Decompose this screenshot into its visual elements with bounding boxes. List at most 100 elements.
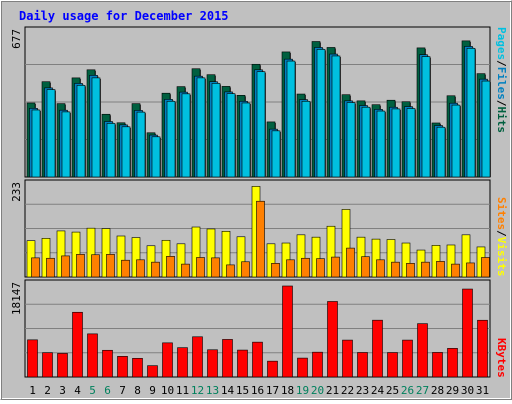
visits-bar-visits-day-13 bbox=[206, 228, 216, 278]
visits-bar-visits-day-11 bbox=[176, 243, 186, 278]
kbytes-bar-kbytes-day-11 bbox=[177, 347, 188, 378]
visits-bar-visits-day-2 bbox=[41, 238, 51, 278]
x-tick-label-15: 15 bbox=[236, 384, 249, 397]
hits-bar-pages-day-15 bbox=[241, 102, 251, 178]
visits-bar-visits-day-21 bbox=[326, 225, 336, 278]
visits-bar-visits-day-24 bbox=[371, 238, 381, 278]
x-tick-label-1: 1 bbox=[29, 384, 36, 397]
kbytes-bar-kbytes-day-7 bbox=[117, 356, 128, 378]
visits-bar-visits-day-17 bbox=[266, 243, 276, 278]
hits-bar-pages-day-25 bbox=[391, 108, 401, 178]
visits-bar-sites-day-14 bbox=[226, 264, 235, 278]
kbytes-bar-kbytes-day-21 bbox=[327, 301, 338, 378]
legend-text: Hits bbox=[495, 107, 508, 134]
visits-panel-legend: Sites/Visits bbox=[495, 197, 508, 277]
hits-bar-pages-day-18 bbox=[286, 60, 296, 178]
visits-bar-visits-day-29 bbox=[446, 244, 456, 278]
visits-bar-visits-day-20 bbox=[311, 236, 321, 278]
visits-bar-visits-day-19 bbox=[296, 234, 306, 278]
visits-bar-sites-day-8 bbox=[136, 259, 145, 278]
x-tick-label-21: 21 bbox=[326, 384, 339, 397]
kbytes-bar-kbytes-day-29 bbox=[447, 348, 458, 378]
kbytes-bar-kbytes-day-18 bbox=[282, 285, 293, 378]
visits-bar-sites-day-12 bbox=[196, 257, 205, 278]
visits-bar-visits-day-8 bbox=[131, 237, 141, 278]
visits-bar-sites-day-11 bbox=[181, 263, 190, 278]
visits-bar-sites-day-21 bbox=[331, 256, 340, 278]
hits-bar-pages-day-11 bbox=[181, 93, 191, 178]
hits-panel-legend: Pages/Files/Hits bbox=[495, 27, 508, 133]
visits-bar-sites-day-9 bbox=[151, 261, 160, 278]
x-tick-label-13: 13 bbox=[206, 384, 219, 397]
hits-bar-pages-day-12 bbox=[196, 77, 206, 178]
hits-bar-pages-day-29 bbox=[451, 104, 461, 178]
kbytes-bar-kbytes-day-5 bbox=[87, 333, 98, 378]
hits-bar-pages-day-4 bbox=[76, 85, 86, 178]
hits-bar-pages-day-22 bbox=[346, 102, 356, 178]
x-tick-label-23: 23 bbox=[356, 384, 369, 397]
x-tick-label-11: 11 bbox=[176, 384, 189, 397]
legend-text: / bbox=[495, 230, 508, 237]
visits-bar-sites-day-1 bbox=[31, 257, 40, 278]
kbytes-bar-kbytes-day-30 bbox=[462, 288, 473, 378]
x-tick-label-29: 29 bbox=[446, 384, 459, 397]
x-tick-label-31: 31 bbox=[476, 384, 489, 397]
x-tick-label-8: 8 bbox=[134, 384, 141, 397]
legend-text: Sites bbox=[495, 197, 508, 230]
x-tick-label-16: 16 bbox=[251, 384, 264, 397]
visits-panel-max-label: 233 bbox=[10, 182, 23, 202]
hits-bar-pages-day-10 bbox=[166, 100, 176, 178]
x-tick-label-10: 10 bbox=[161, 384, 174, 397]
kbytes-bar-kbytes-day-12 bbox=[192, 336, 203, 378]
kbytes-bar-kbytes-day-4 bbox=[72, 311, 83, 378]
visits-bar-sites-day-2 bbox=[46, 257, 55, 278]
kbytes-bar-kbytes-day-16 bbox=[252, 341, 263, 378]
chart-title: Daily usage for December 2015 bbox=[19, 9, 229, 23]
visits-bar-sites-day-6 bbox=[106, 254, 115, 278]
x-tick-label-3: 3 bbox=[59, 384, 66, 397]
x-tick-label-27: 27 bbox=[416, 384, 429, 397]
visits-bar-sites-day-10 bbox=[166, 256, 175, 278]
visits-bar-visits-day-7 bbox=[116, 235, 126, 278]
hits-bar-pages-day-28 bbox=[436, 126, 446, 178]
visits-bar-sites-day-3 bbox=[61, 255, 70, 278]
kbytes-bar-kbytes-day-24 bbox=[372, 319, 383, 378]
kbytes-bar-kbytes-day-23 bbox=[357, 352, 368, 378]
visits-bar-visits-day-14 bbox=[221, 231, 231, 278]
kbytes-bar-kbytes-day-27 bbox=[417, 323, 428, 378]
x-tick-label-30: 30 bbox=[461, 384, 474, 397]
visits-bar-visits-day-9 bbox=[146, 245, 156, 278]
hits-bar-pages-day-27 bbox=[421, 56, 431, 178]
hits-bar-pages-day-8 bbox=[136, 111, 146, 178]
x-tick-label-12: 12 bbox=[191, 384, 204, 397]
visits-bar-sites-day-22 bbox=[346, 247, 355, 278]
hits-bar-pages-day-23 bbox=[361, 106, 371, 178]
kbytes-bar-kbytes-day-9 bbox=[147, 365, 158, 378]
visits-bar-sites-day-7 bbox=[121, 259, 130, 278]
kbytes-bar-kbytes-day-1 bbox=[27, 339, 38, 378]
hits-bar-pages-day-9 bbox=[151, 136, 161, 178]
hits-bar-pages-day-6 bbox=[106, 123, 116, 178]
kbytes-bar-kbytes-day-26 bbox=[402, 339, 413, 378]
hits-bar-pages-day-30 bbox=[466, 48, 476, 178]
legend-text: Files bbox=[495, 67, 508, 100]
visits-bar-sites-day-29 bbox=[451, 263, 460, 278]
kbytes-bar-kbytes-day-2 bbox=[42, 352, 53, 378]
kbytes-bar-kbytes-day-13 bbox=[207, 349, 218, 378]
hits-bar-pages-day-26 bbox=[406, 108, 416, 178]
x-tick-label-9: 9 bbox=[149, 384, 156, 397]
x-tick-label-28: 28 bbox=[431, 384, 444, 397]
x-tick-label-5: 5 bbox=[89, 384, 96, 397]
visits-bar-sites-day-18 bbox=[286, 259, 295, 278]
hits-bar-pages-day-21 bbox=[331, 55, 341, 178]
x-tick-label-22: 22 bbox=[341, 384, 354, 397]
visits-bar-sites-day-4 bbox=[76, 254, 85, 278]
kbytes-panel-bars bbox=[25, 285, 490, 378]
visits-bar-sites-day-30 bbox=[466, 262, 475, 278]
kbytes-bar-kbytes-day-8 bbox=[132, 358, 143, 378]
visits-bar-visits-day-6 bbox=[101, 228, 111, 278]
visits-bar-sites-day-15 bbox=[241, 261, 250, 278]
x-tick-label-19: 19 bbox=[296, 384, 309, 397]
